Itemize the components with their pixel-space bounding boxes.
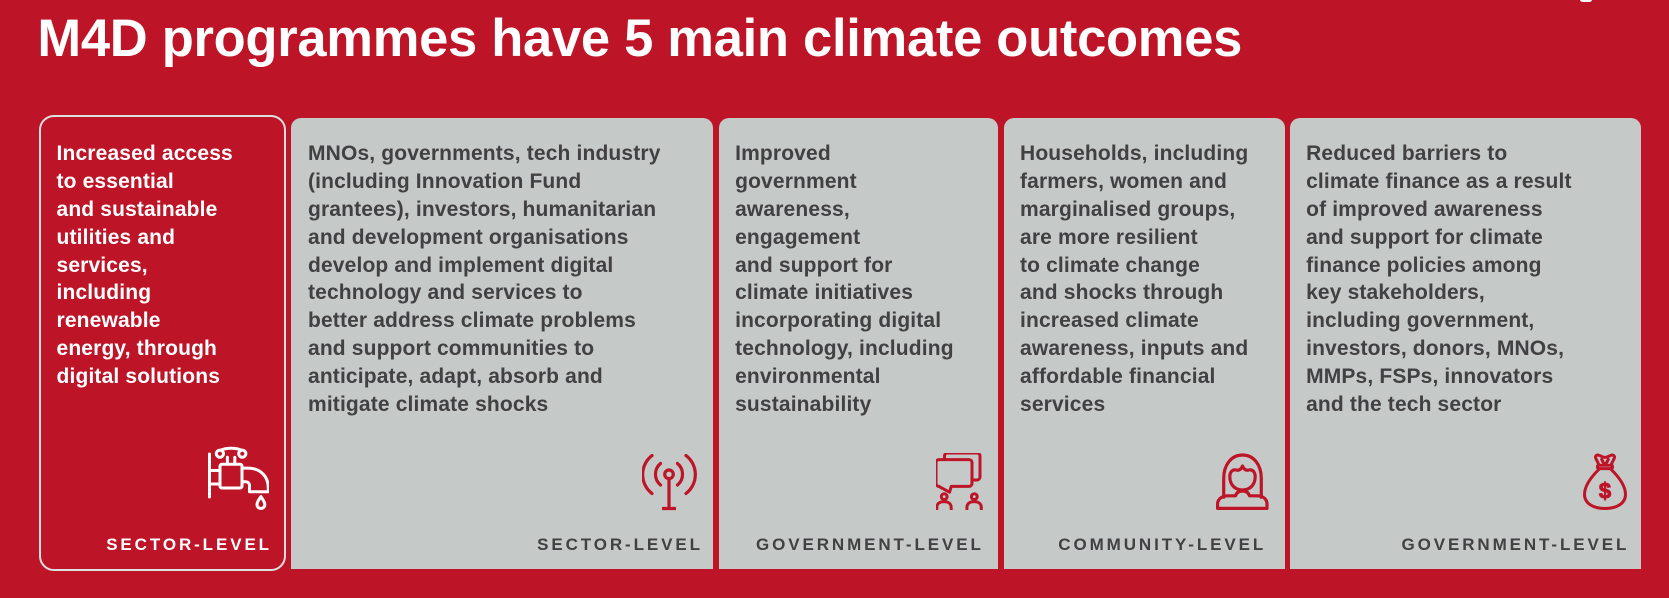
svg-text:$: $ bbox=[1599, 478, 1611, 503]
